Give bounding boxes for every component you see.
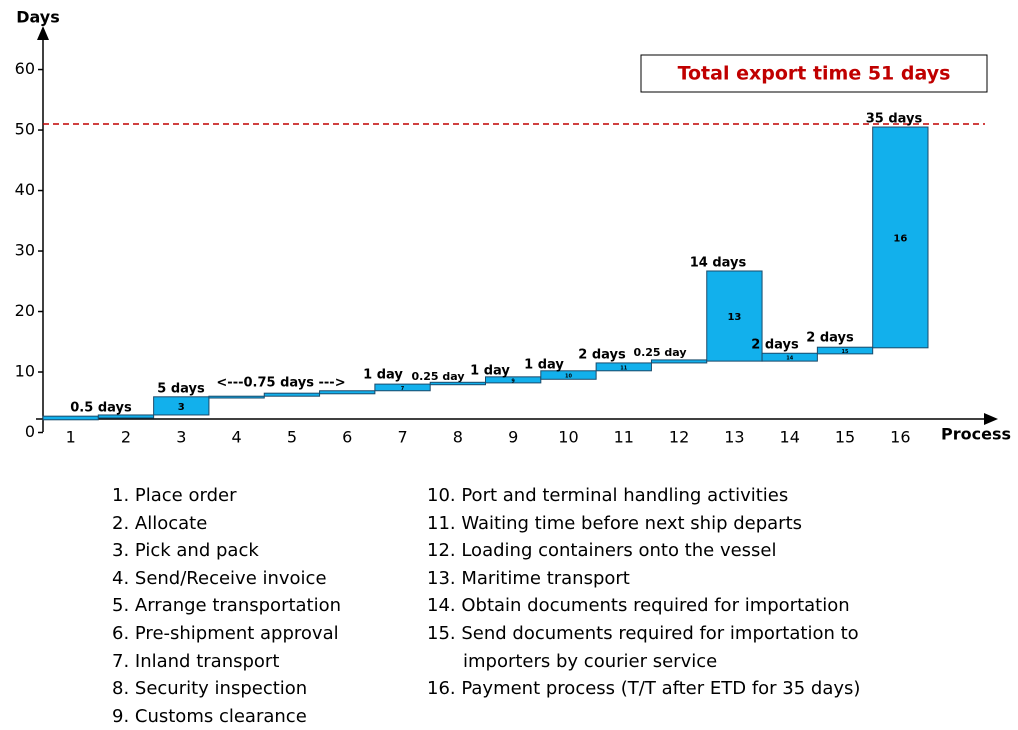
step-item: 8. Security inspection bbox=[112, 678, 308, 700]
duration-label: 5 days bbox=[157, 382, 205, 397]
x-tick-label: 4 bbox=[232, 428, 242, 447]
y-tick-label: 30 bbox=[15, 241, 35, 260]
steps-column-2: 10. Port and terminal handling activitie… bbox=[427, 482, 927, 703]
bar bbox=[761, 352, 818, 362]
steps-column-1: 1. Place order 2. Allocate 3. Pick and pac… bbox=[112, 482, 412, 730]
step-item: 1. Place order bbox=[112, 485, 237, 506]
duration-label: 35 days bbox=[866, 112, 923, 127]
step-item: 12. Loading containers onto the vessel bbox=[427, 540, 777, 562]
x-tick-label: 10 bbox=[558, 428, 578, 447]
bar bbox=[319, 390, 376, 395]
y-axis-label: Days bbox=[16, 8, 60, 27]
bar bbox=[374, 383, 431, 392]
step-item: 15. Send documents required for importat… bbox=[427, 622, 859, 672]
bar bbox=[485, 376, 542, 384]
bar bbox=[540, 370, 597, 380]
duration-label: 2 days bbox=[578, 348, 626, 363]
step-item: 5. Arrange transportation bbox=[112, 595, 342, 617]
y-axis-arrow bbox=[37, 26, 49, 40]
bar bbox=[429, 381, 486, 386]
bar bbox=[872, 126, 929, 349]
bar bbox=[816, 346, 874, 355]
total-box bbox=[640, 54, 988, 93]
bar bbox=[650, 359, 708, 364]
y-tick-label: 50 bbox=[15, 120, 35, 139]
x-axis-label: Process bbox=[941, 425, 1011, 444]
step-item: 13. Maritime transport bbox=[427, 567, 630, 589]
y-tick-label: 10 bbox=[15, 362, 35, 381]
y-tick-label: 0 bbox=[25, 422, 35, 441]
x-tick-label: 3 bbox=[176, 428, 186, 447]
duration-label: 1 day bbox=[524, 358, 564, 373]
bar bbox=[153, 396, 210, 416]
x-tick-label: 1 bbox=[66, 428, 76, 447]
bar-label: 13 bbox=[727, 312, 741, 323]
y-tick-label: 60 bbox=[15, 59, 35, 78]
x-tick-label: 7 bbox=[397, 428, 407, 447]
x-tick-label: 13 bbox=[724, 428, 744, 447]
x-tick-label: 6 bbox=[342, 428, 352, 447]
step-item: 6. Pre-shipment approval bbox=[112, 622, 339, 644]
x-tick-label: 8 bbox=[453, 428, 463, 447]
bar-label: 9 bbox=[511, 378, 515, 384]
bar bbox=[595, 362, 652, 372]
x-tick-label: 15 bbox=[835, 428, 855, 447]
duration-label: 1 day bbox=[363, 368, 403, 383]
duration-label: 2 days bbox=[751, 338, 799, 353]
bar bbox=[97, 414, 155, 419]
x-tick-label: 2 bbox=[121, 428, 131, 447]
y-tick-label: 40 bbox=[15, 180, 35, 199]
bar bbox=[208, 395, 265, 399]
reference-label: Total export time 51 days bbox=[678, 63, 951, 85]
step-item: 7. Inland transport bbox=[112, 650, 280, 672]
duration-label: 2 days bbox=[806, 331, 854, 346]
duration-label: 14 days bbox=[690, 256, 747, 271]
step-item: 11. Waiting time before next ship depart… bbox=[427, 512, 803, 534]
x-tick-label: 12 bbox=[669, 428, 689, 447]
bar-label: 3 bbox=[178, 402, 185, 413]
step-item: 14. Obtain documents required for import… bbox=[427, 595, 850, 617]
duration-label: 1 day bbox=[470, 364, 510, 379]
bar-label: 10 bbox=[565, 374, 572, 380]
x-tick-label: 9 bbox=[508, 428, 518, 447]
duration-label: <---0.75 days ---> bbox=[216, 376, 345, 391]
duration-label: 0.5 days bbox=[70, 401, 132, 416]
duration-label: 0.25 day bbox=[633, 346, 686, 359]
bar-label: 7 bbox=[401, 386, 405, 392]
x-tick-label: 16 bbox=[890, 428, 910, 447]
bar bbox=[263, 392, 321, 397]
step-item: 2. Allocate bbox=[112, 512, 208, 534]
step-item: 10. Port and terminal handling activitie… bbox=[427, 485, 789, 506]
bar-label: 15 bbox=[842, 349, 849, 355]
step-item: 9. Customs clearance bbox=[112, 705, 307, 727]
x-tick-label: 11 bbox=[614, 428, 634, 447]
step-item: 3. Pick and pack bbox=[112, 540, 259, 562]
x-axis-arrow bbox=[984, 413, 998, 425]
bar bbox=[42, 415, 99, 421]
bar-label: 14 bbox=[786, 356, 793, 362]
bar-label: 16 bbox=[893, 233, 907, 244]
step-item: 4. Send/Receive invoice bbox=[112, 567, 327, 589]
y-tick-label: 20 bbox=[15, 301, 35, 320]
x-tick-label: 14 bbox=[780, 428, 800, 447]
step-item: 16. Payment process (T/T after ETD for 3… bbox=[427, 678, 861, 700]
bar-label: 11 bbox=[620, 365, 627, 371]
duration-label: 0.25 day bbox=[411, 370, 464, 383]
bar bbox=[706, 270, 763, 362]
x-tick-label: 5 bbox=[287, 428, 297, 447]
